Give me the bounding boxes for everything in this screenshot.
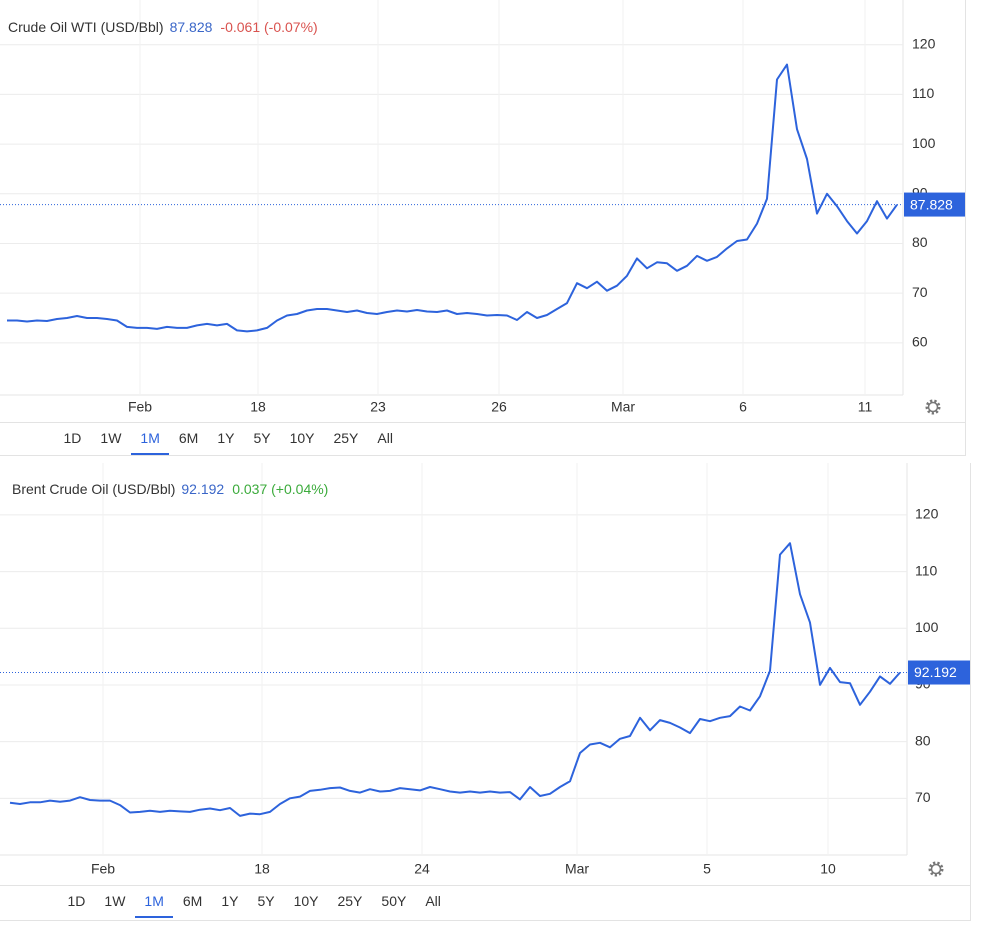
range-button[interactable]: 1D bbox=[63, 430, 82, 446]
price-change: -0.061 (-0.07%) bbox=[220, 19, 317, 35]
range-bar: 1D 1W 1M 6M 1Y 5Y 10Y 25Y 50Y All bbox=[0, 885, 970, 918]
price-change: 0.037 (+0.04%) bbox=[232, 481, 328, 497]
range-button[interactable]: 10Y bbox=[293, 893, 319, 909]
y-tick-label: 120 bbox=[915, 506, 939, 522]
chart-title: Brent Crude Oil (USD/Bbl) bbox=[12, 481, 175, 497]
chart-title: Crude Oil WTI (USD/Bbl) bbox=[8, 19, 164, 35]
range-button[interactable]: 1Y bbox=[221, 893, 239, 909]
chart: 708090100110120Feb1824Mar51092.192Brent … bbox=[0, 463, 970, 877]
x-tick-label: 11 bbox=[858, 399, 873, 415]
range-button[interactable]: 1M bbox=[130, 423, 170, 455]
range-button[interactable]: 50Y bbox=[381, 893, 407, 909]
x-tick-label: 10 bbox=[820, 861, 836, 877]
current-price-label: 87.828 bbox=[910, 196, 953, 212]
y-tick-label: 120 bbox=[912, 35, 936, 51]
range-button[interactable]: 25Y bbox=[337, 893, 363, 909]
x-tick-label: 18 bbox=[250, 399, 266, 415]
price-line bbox=[9, 542, 901, 817]
settings-gear-ring bbox=[930, 863, 942, 875]
range-button[interactable]: 5Y bbox=[253, 430, 271, 446]
y-tick-label: 80 bbox=[912, 234, 928, 250]
chart-widget: 60 70 80 90 100 110 120 Feb 18 23 26 Mar 6 11 87.828 Cr… bbox=[0, 0, 966, 456]
y-tick-label: 110 bbox=[912, 85, 935, 101]
x-tick-label: Feb bbox=[91, 861, 115, 877]
x-tick-label: 26 bbox=[491, 399, 507, 415]
x-tick-label: 5 bbox=[703, 861, 711, 877]
x-tick-label: Mar bbox=[565, 861, 589, 877]
range-button[interactable]: 1Y bbox=[217, 430, 235, 446]
range-button[interactable]: 1M bbox=[134, 886, 174, 918]
y-tick-label: 100 bbox=[912, 135, 936, 151]
settings-gear bbox=[928, 861, 944, 877]
range-button[interactable]: 6M bbox=[178, 430, 199, 446]
chart-header: Brent Crude Oil (USD/Bbl) 92.192 0.037 (+0… bbox=[12, 481, 328, 497]
chart-widget: 708090100110120Feb1824Mar51092.192Brent … bbox=[0, 463, 971, 921]
y-tick-label: 110 bbox=[915, 562, 938, 578]
x-tick-label: 24 bbox=[414, 861, 430, 877]
x-tick-label: 18 bbox=[254, 861, 270, 877]
range-button[interactable]: All bbox=[425, 893, 441, 909]
range-button[interactable]: 1W bbox=[104, 893, 126, 909]
range-button[interactable]: 1W bbox=[100, 430, 122, 446]
price-value: 92.192 bbox=[181, 481, 224, 497]
y-tick-label: 70 bbox=[912, 284, 928, 300]
range-button[interactable]: All bbox=[377, 430, 393, 446]
range-button[interactable]: 5Y bbox=[257, 893, 275, 909]
range-button[interactable]: 10Y bbox=[289, 430, 315, 446]
y-tick-label: 60 bbox=[912, 334, 928, 350]
chart-header: Crude Oil WTI (USD/Bbl) 87.828 -0.061 (-0.… bbox=[8, 19, 318, 35]
settings-gear bbox=[925, 399, 941, 415]
x-tick-label: Mar bbox=[611, 399, 635, 415]
range-button[interactable]: 6M bbox=[182, 893, 203, 909]
range-button[interactable]: 1D bbox=[67, 893, 86, 909]
range-bar: 1D 1W 1M 6M 1Y 5Y 10Y 25Y All bbox=[0, 422, 965, 455]
y-tick-label: 100 bbox=[915, 619, 939, 635]
price-line bbox=[7, 63, 898, 333]
x-tick-label: 6 bbox=[739, 399, 747, 415]
settings-gear-ring bbox=[927, 401, 939, 413]
range-button[interactable]: 25Y bbox=[333, 430, 359, 446]
current-price-box bbox=[908, 660, 970, 685]
y-tick-label: 80 bbox=[915, 732, 931, 748]
x-tick-label: Feb bbox=[128, 399, 152, 415]
price-value: 87.828 bbox=[170, 19, 213, 35]
current-price-label: 92.192 bbox=[914, 664, 957, 680]
x-tick-label: 23 bbox=[370, 399, 386, 415]
current-price-box bbox=[904, 192, 965, 217]
y-tick-label: 70 bbox=[915, 789, 931, 805]
